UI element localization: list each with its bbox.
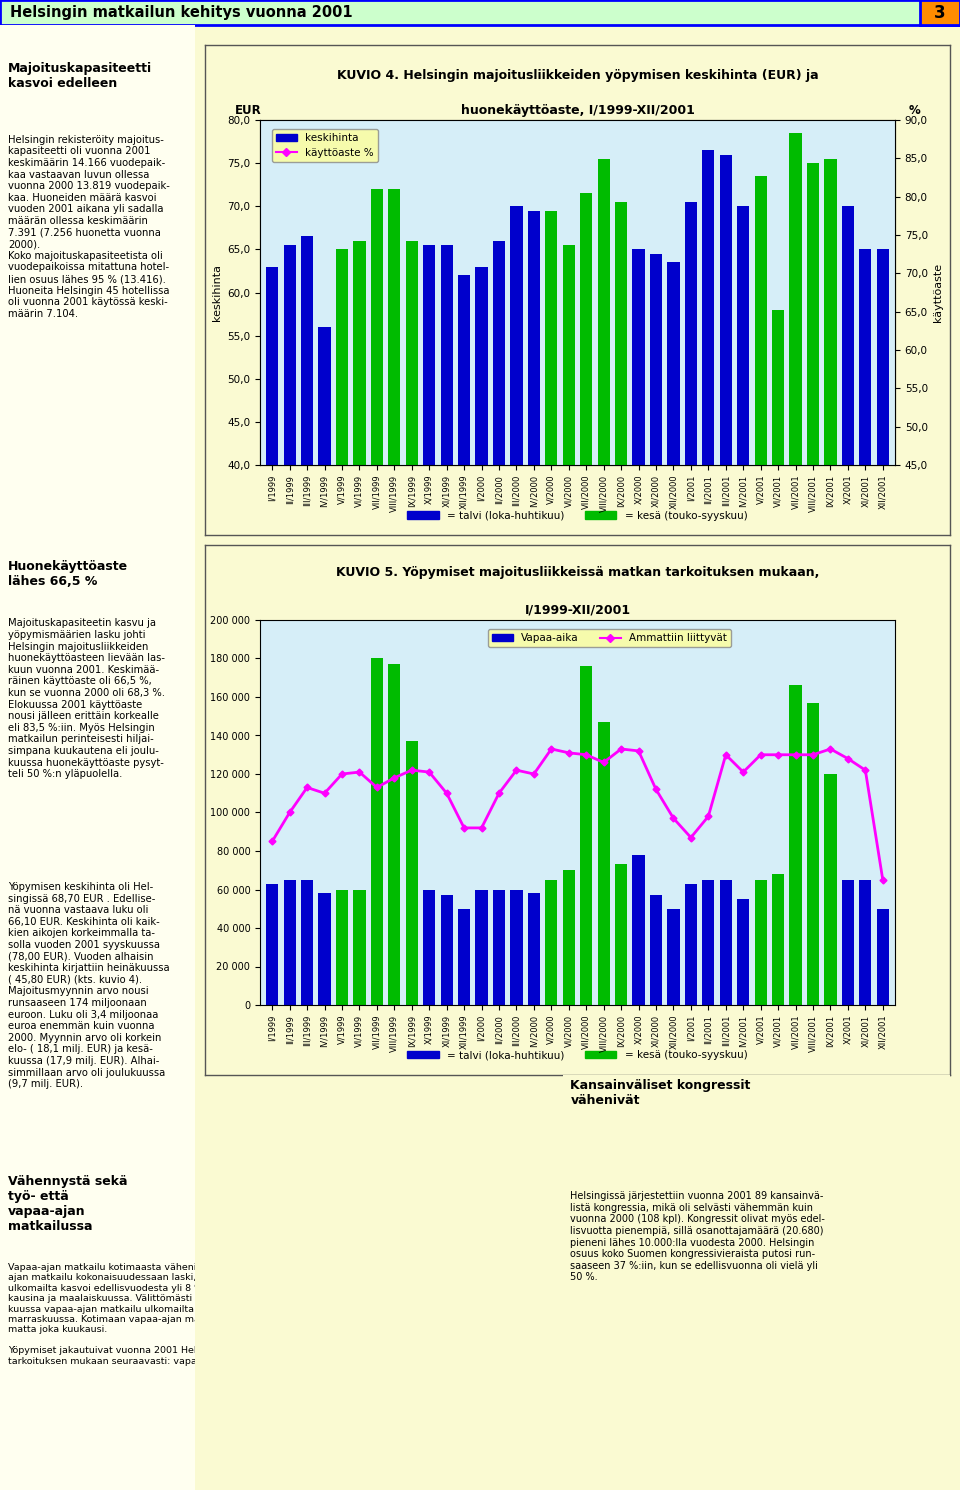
Bar bbox=[615, 864, 627, 1004]
Bar bbox=[789, 133, 802, 811]
Legend: Vapaa-aika, Ammattiin liittyvät: Vapaa-aika, Ammattiin liittyvät bbox=[488, 629, 732, 647]
Bar bbox=[406, 741, 418, 1004]
Bar bbox=[633, 249, 645, 811]
Bar bbox=[580, 666, 592, 1004]
Text: I/1999-XII/2001: I/1999-XII/2001 bbox=[524, 603, 631, 617]
Text: Helsingissä järjestettiin vuonna 2001 89 kansainvä-
listä kongressia, mikä oli s: Helsingissä järjestettiin vuonna 2001 89… bbox=[570, 1191, 826, 1283]
Bar bbox=[371, 659, 383, 1004]
Bar bbox=[301, 237, 313, 811]
Bar bbox=[667, 909, 680, 1004]
Bar bbox=[842, 881, 854, 1004]
Bar bbox=[266, 267, 278, 811]
Bar bbox=[423, 890, 435, 1004]
Bar bbox=[336, 249, 348, 811]
Bar bbox=[353, 241, 366, 811]
Bar bbox=[353, 890, 366, 1004]
Text: %: % bbox=[908, 104, 921, 116]
Bar bbox=[336, 890, 348, 1004]
Bar bbox=[492, 241, 505, 811]
Text: Helsingin rekisteröity majoitus-
kapasiteetti oli vuonna 2001
keskimäärin 14.166: Helsingin rekisteröity majoitus- kapasit… bbox=[8, 136, 170, 319]
Bar bbox=[789, 685, 802, 1004]
Text: Majoituskapasiteetin kasvu ja
yöpymismäärien lasku johti
Helsingin majoitusliikk: Majoituskapasiteetin kasvu ja yöpymismää… bbox=[8, 618, 165, 779]
Text: EUR: EUR bbox=[235, 104, 261, 116]
Bar bbox=[441, 895, 453, 1004]
Bar bbox=[807, 703, 819, 1004]
Bar bbox=[388, 189, 400, 811]
Bar bbox=[597, 723, 610, 1004]
Bar bbox=[825, 159, 836, 811]
Bar bbox=[702, 881, 714, 1004]
Text: Vapaa-ajan matkailu kotimaasta väheni selvimmin vuonna 2001. Myös työ-
ajan matk: Vapaa-ajan matkailu kotimaasta väheni se… bbox=[8, 1264, 378, 1365]
Bar bbox=[283, 881, 296, 1004]
Bar bbox=[458, 909, 470, 1004]
Legend: = talvi (loka-huhtikuu), = kesä (touko-syyskuu): = talvi (loka-huhtikuu), = kesä (touko-s… bbox=[403, 1046, 752, 1064]
Bar bbox=[319, 894, 330, 1004]
Bar bbox=[650, 253, 662, 811]
Bar bbox=[755, 176, 767, 811]
Legend: keskihinta, käyttöaste %: keskihinta, käyttöaste % bbox=[272, 128, 377, 162]
Y-axis label: keskihinta: keskihinta bbox=[211, 264, 222, 320]
Legend: = talvi (loka-huhtikuu), = kesä (touko-syyskuu): = talvi (loka-huhtikuu), = kesä (touko-s… bbox=[403, 507, 752, 524]
Bar bbox=[807, 162, 819, 811]
Text: KUVIO 4. Helsingin majoitusliikkeiden yöpymisen keskihinta (EUR) ja: KUVIO 4. Helsingin majoitusliikkeiden yö… bbox=[337, 70, 818, 82]
Bar bbox=[772, 875, 784, 1004]
Bar bbox=[650, 895, 662, 1004]
Bar bbox=[371, 189, 383, 811]
Bar bbox=[319, 326, 330, 811]
Bar bbox=[615, 203, 627, 811]
Bar bbox=[563, 870, 575, 1004]
Bar bbox=[475, 890, 488, 1004]
Bar bbox=[702, 150, 714, 811]
Bar bbox=[563, 244, 575, 811]
Bar bbox=[720, 155, 732, 811]
Text: Kansainväliset kongressit
vähenivät: Kansainväliset kongressit vähenivät bbox=[570, 1079, 751, 1107]
Bar bbox=[667, 262, 680, 811]
Bar bbox=[580, 194, 592, 811]
Bar bbox=[528, 210, 540, 811]
Bar bbox=[545, 881, 558, 1004]
Bar bbox=[406, 241, 418, 811]
Bar bbox=[266, 884, 278, 1004]
Bar bbox=[825, 773, 836, 1004]
Bar bbox=[859, 249, 872, 811]
Bar bbox=[388, 665, 400, 1004]
Bar bbox=[876, 909, 889, 1004]
Text: Vähennystä sekä
työ- että
vapaa-ajan
matkailussa: Vähennystä sekä työ- että vapaa-ajan mat… bbox=[8, 1176, 128, 1234]
Y-axis label: käyttöaste: käyttöaste bbox=[933, 262, 944, 322]
Bar bbox=[842, 206, 854, 811]
Bar bbox=[859, 881, 872, 1004]
Bar bbox=[737, 206, 750, 811]
Bar bbox=[441, 244, 453, 811]
Bar bbox=[720, 881, 732, 1004]
Bar bbox=[511, 206, 522, 811]
Bar bbox=[876, 249, 889, 811]
Bar bbox=[545, 210, 558, 811]
Bar bbox=[492, 890, 505, 1004]
Text: Majoituskapasiteetti
kasvoi edelleen: Majoituskapasiteetti kasvoi edelleen bbox=[8, 61, 152, 89]
Text: Huonekäyttöaste
lähes 66,5 %: Huonekäyttöaste lähes 66,5 % bbox=[8, 560, 128, 587]
Bar bbox=[528, 894, 540, 1004]
Text: KUVIO 5. Yöpymiset majoitusliikkeissä matkan tarkoituksen mukaan,: KUVIO 5. Yöpymiset majoitusliikkeissä ma… bbox=[336, 566, 819, 580]
Text: huonekäyttöaste, I/1999-XII/2001: huonekäyttöaste, I/1999-XII/2001 bbox=[461, 104, 694, 116]
Bar bbox=[684, 203, 697, 811]
Text: Helsingin matkailun kehitys vuonna 2001: Helsingin matkailun kehitys vuonna 2001 bbox=[10, 4, 352, 19]
Bar bbox=[737, 898, 750, 1004]
Bar bbox=[511, 890, 522, 1004]
Bar bbox=[684, 884, 697, 1004]
Bar bbox=[597, 159, 610, 811]
Bar bbox=[475, 267, 488, 811]
Bar bbox=[755, 881, 767, 1004]
Text: 3: 3 bbox=[934, 3, 946, 21]
Bar bbox=[772, 310, 784, 811]
Text: Yöpymisen keskihinta oli Hel-
singissä 68,70 EUR . Edellise-
nä vuonna vastaava : Yöpymisen keskihinta oli Hel- singissä 6… bbox=[8, 882, 169, 1089]
Bar bbox=[283, 244, 296, 811]
Bar bbox=[458, 276, 470, 811]
Bar bbox=[301, 881, 313, 1004]
Bar bbox=[423, 244, 435, 811]
Bar bbox=[633, 855, 645, 1004]
